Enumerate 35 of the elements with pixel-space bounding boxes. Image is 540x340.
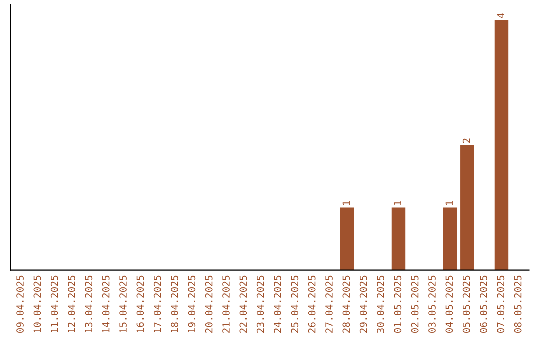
x-tick-label: 12.04.2025 [68,276,76,333]
x-tick-label: 05.05.2025 [462,276,470,334]
x-tick-label: 13.04.2025 [85,276,93,333]
x-tick-label: 22.04.2025 [240,276,248,333]
x-tick-label: 28.04.2025 [342,276,350,333]
x-tick-label: 02.05.2025 [411,276,419,334]
data-label: 1 [446,201,453,206]
data-label: 1 [394,201,402,206]
x-tick-label: 15.04.2025 [120,276,127,333]
x-tick-label: 18.04.2025 [171,276,178,333]
x-tick-label: 16.04.2025 [136,276,144,333]
x-tick-label: 26.04.2025 [308,276,316,333]
data-label: 1 [342,201,350,206]
x-tick-label: 14.04.2025 [102,276,110,333]
x-tick-label: 08.05.2025 [514,276,522,334]
x-tick-label: 29.04.2025 [360,276,368,333]
x-tick-label: 03.05.2025 [428,276,436,334]
data-label: 4 [497,13,504,18]
x-tick-label: 10.04.2025 [34,276,42,333]
x-tick-label: 01.05.2025 [394,276,402,334]
x-tick-label: 06.05.2025 [480,276,488,334]
x-tick-label: 25.04.2025 [291,276,299,333]
data-label: 2 [462,138,470,144]
x-tick-label: 27.04.2025 [326,276,333,333]
x-tick-label: 19.04.2025 [188,276,196,333]
x-tick-label: 21.04.2025 [222,276,230,333]
x-tick-label: 23.04.2025 [256,276,264,333]
x-tick-label: 04.05.2025 [446,276,454,334]
x-tick-label: 11.04.2025 [50,276,58,333]
x-tick-label: 24.04.2025 [274,276,282,333]
x-tick-label: 17.04.2025 [154,276,162,333]
x-tick-label: 07.05.2025 [497,276,505,334]
x-tick-label: 30.04.2025 [377,276,384,334]
x-tick-label: 09.04.2025 [16,276,24,334]
x-tick-label: 20.04.2025 [205,276,213,333]
